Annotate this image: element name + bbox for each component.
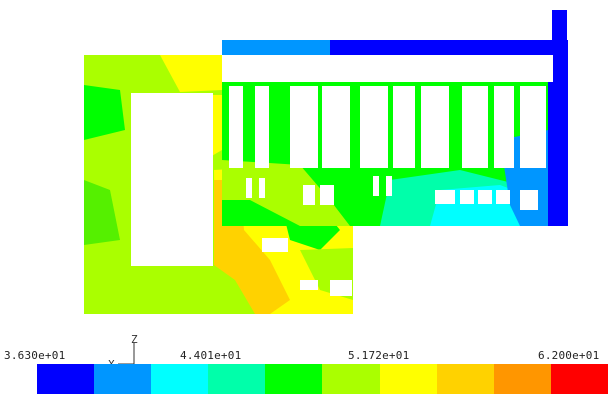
legend-label-3: 5.172e+01 <box>348 349 410 362</box>
legend-swatch-4 <box>208 364 266 394</box>
legend-swatch-1 <box>37 364 95 394</box>
legend-min-label: 3.630e+01 <box>4 349 66 362</box>
legend-label-2: 4.401e+01 <box>180 349 242 362</box>
legend-swatch-2 <box>94 364 152 394</box>
color-legend-bar <box>37 364 608 394</box>
legend-swatch-7 <box>379 364 437 394</box>
vertical-rail <box>552 10 567 226</box>
legend-swatch-9 <box>493 364 551 394</box>
obstacle-cutouts <box>131 55 553 296</box>
legend-swatch-10 <box>550 364 608 394</box>
legend-swatch-8 <box>436 364 494 394</box>
legend-swatch-6 <box>322 364 380 394</box>
axis-z-label: Z <box>131 333 138 346</box>
legend-max-label: 6.200e+01 <box>538 349 600 362</box>
legend-swatch-5 <box>265 364 323 394</box>
legend-swatch-3 <box>151 364 209 394</box>
